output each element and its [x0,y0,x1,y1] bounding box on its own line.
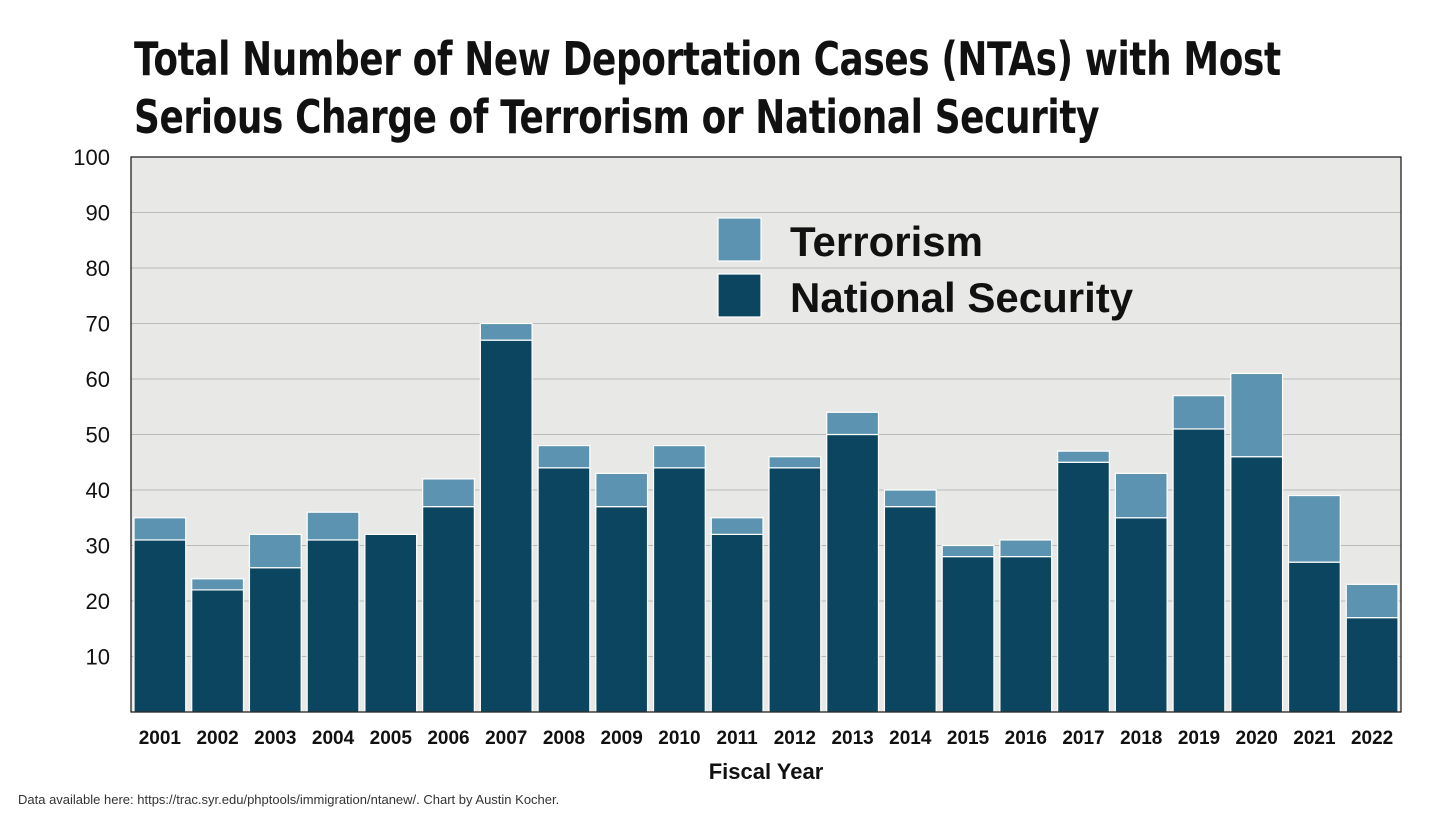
bar-terrorism-2008 [537,445,591,469]
bar-national-security-2004 [306,539,360,713]
bar-national-security-2003 [248,567,302,713]
x-tick-label-2020: 2020 [1236,728,1278,749]
x-tick-label-2014: 2014 [889,728,932,749]
bar-terrorism-2012 [768,456,822,469]
bar-terrorism-2007 [479,322,533,341]
x-tick-label-2021: 2021 [1293,728,1336,749]
bar-national-security-2006 [422,506,475,713]
bar-national-security-2017 [1057,461,1110,713]
bar-national-security-2011 [710,533,764,713]
x-tick-label-2006: 2006 [427,728,469,749]
y-tick-label-60: 60 [86,367,110,392]
bar-terrorism-2022 [1345,583,1399,619]
bar-national-security-2014 [883,506,937,713]
x-tick-label-2005: 2005 [370,728,413,749]
y-tick-label-100: 100 [73,145,110,170]
x-tick-label-2016: 2016 [1005,728,1047,749]
bar-national-security-2002 [191,589,245,713]
legend-swatch-terrorism [717,217,762,262]
bar-national-security-2020 [1230,456,1284,713]
bar-terrorism-2004 [306,511,360,541]
bar-terrorism-2013 [826,411,880,436]
bar-terrorism-2016 [999,539,1053,558]
bar-terrorism-2017 [1057,450,1110,463]
y-tick-label-50: 50 [86,423,110,448]
x-tick-label-2019: 2019 [1178,728,1220,749]
x-tick-label-2002: 2002 [196,728,238,749]
plot-border [130,156,1402,713]
x-tick-label-2004: 2004 [312,728,355,749]
bar-national-security-2015 [941,555,995,713]
bar-terrorism-2011 [710,517,764,535]
legend-label-terrorism: Terrorism [790,218,983,265]
bar-national-security-2022 [1345,617,1399,713]
bar-national-security-2001 [133,539,187,713]
x-tick-label-2001: 2001 [139,728,182,749]
bar-national-security-2012 [768,467,822,713]
x-tick-label-2022: 2022 [1351,728,1393,749]
bar-terrorism-2021 [1287,494,1341,563]
y-tick-label-70: 70 [86,312,110,337]
bar-national-security-2009 [595,506,649,713]
bar-national-security-2021 [1287,561,1341,713]
bar-terrorism-2009 [595,472,649,508]
bar-terrorism-2015 [941,544,995,558]
bar-national-security-2008 [537,467,591,713]
y-tick-label-80: 80 [86,256,110,281]
bar-national-security-2013 [826,433,880,713]
x-tick-label-2018: 2018 [1120,728,1162,749]
y-tick-label-40: 40 [86,478,110,503]
x-tick-label-2008: 2008 [543,728,585,749]
bar-terrorism-2020 [1230,372,1284,458]
bar-national-security-2010 [652,467,706,713]
bar-terrorism-2006 [422,478,475,508]
bar-national-security-2016 [999,555,1053,713]
data-source-footnote: Data available here: https://trac.syr.ed… [18,792,560,807]
bar-terrorism-2001 [133,517,187,541]
y-tick-label-20: 20 [86,589,110,614]
y-tick-label-10: 10 [86,645,110,670]
bar-national-security-2007 [479,339,533,713]
x-tick-label-2003: 2003 [254,728,296,749]
legend-swatch-national-security [717,273,762,318]
x-tick-label-2011: 2011 [717,728,759,749]
bar-terrorism-2002 [191,578,245,591]
bar-terrorism-2010 [652,445,706,469]
x-tick-label-2015: 2015 [947,728,990,749]
bar-national-security-2018 [1114,517,1168,713]
x-tick-label-2010: 2010 [658,728,700,749]
bar-terrorism-2019 [1172,395,1226,430]
x-axis-label: Fiscal Year [709,759,824,784]
x-tick-label-2009: 2009 [601,728,643,749]
legend-label-national-security: National Security [790,274,1134,321]
x-tick-label-2013: 2013 [831,728,873,749]
x-tick-label-2017: 2017 [1062,728,1104,749]
y-tick-label-30: 30 [86,534,110,559]
x-tick-label-2007: 2007 [485,728,527,749]
x-tick-label-2012: 2012 [774,728,816,749]
bar-terrorism-2003 [248,533,302,569]
bar-national-security-2005 [364,533,418,713]
bar-national-security-2019 [1172,428,1226,713]
chart-title-line-2: Serious Charge of Terrorism or National … [134,90,1100,144]
y-tick-label-90: 90 [86,201,110,226]
bar-terrorism-2018 [1114,472,1168,519]
bar-terrorism-2014 [883,489,937,508]
